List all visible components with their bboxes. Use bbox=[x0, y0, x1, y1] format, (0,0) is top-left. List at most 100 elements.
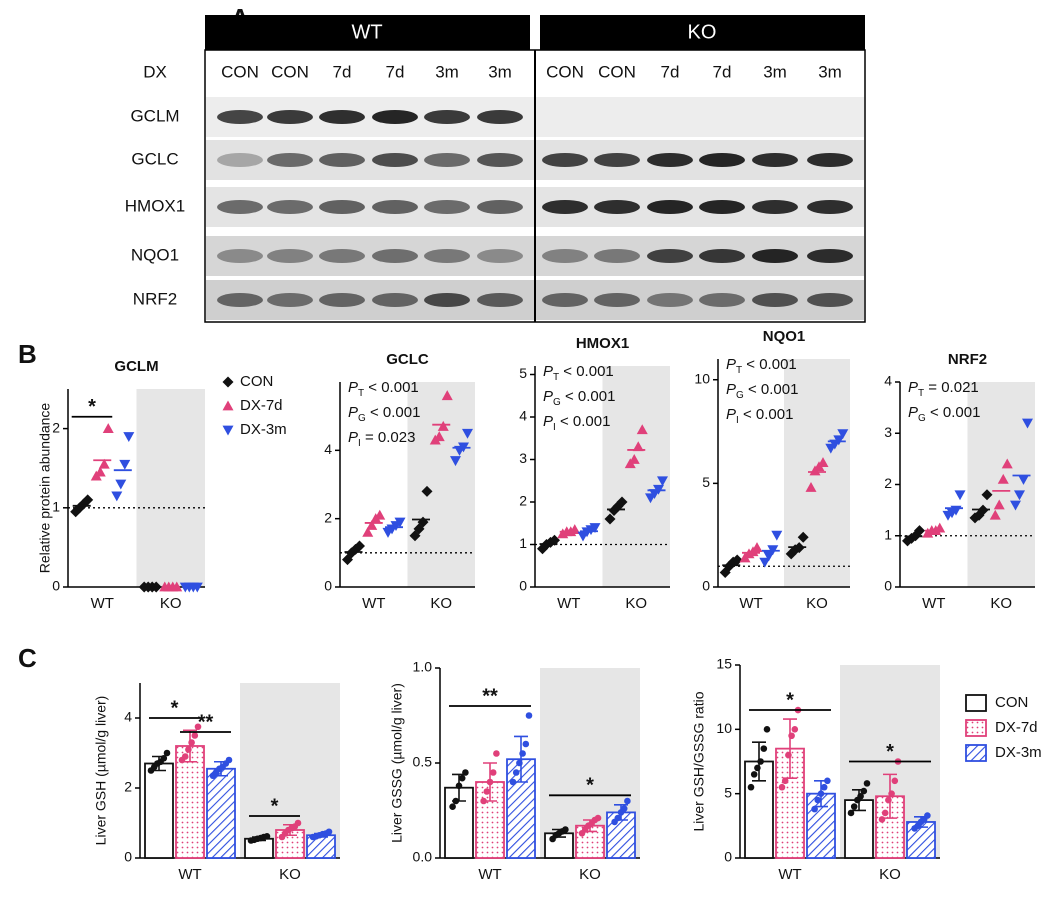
data-point bbox=[483, 788, 491, 795]
stat-subscript: T bbox=[358, 388, 364, 399]
data-point bbox=[885, 796, 892, 804]
stat-label: PT = 0.021 bbox=[908, 379, 979, 399]
band bbox=[267, 249, 313, 263]
legend-label: DX-7d bbox=[240, 397, 283, 414]
stat-text: < 0.001 bbox=[926, 404, 981, 421]
band bbox=[424, 293, 470, 307]
data-point bbox=[362, 526, 374, 537]
data-point bbox=[452, 797, 460, 805]
data-point bbox=[263, 833, 271, 840]
x-tick-label: WT bbox=[478, 866, 501, 883]
data-point bbox=[594, 814, 602, 822]
data-point bbox=[1022, 418, 1033, 429]
legend-swatch bbox=[965, 694, 987, 712]
stat-symbol: P bbox=[726, 406, 736, 423]
significance-label: * bbox=[886, 741, 894, 763]
data-point bbox=[516, 759, 523, 767]
stat-text: < 0.001 bbox=[739, 406, 794, 423]
data-point bbox=[562, 826, 569, 833]
data-point bbox=[914, 525, 925, 537]
data-point bbox=[325, 828, 333, 836]
chart-title: GCLM bbox=[114, 358, 158, 375]
shaded-region bbox=[967, 382, 1035, 587]
y-tick-label: 4 bbox=[884, 373, 892, 389]
data-point bbox=[624, 797, 631, 805]
stat-symbol: P bbox=[726, 356, 736, 373]
lane-label: CON bbox=[546, 62, 584, 81]
band bbox=[372, 153, 418, 167]
data-point bbox=[797, 531, 809, 543]
stat-symbol: P bbox=[348, 404, 358, 421]
band bbox=[542, 200, 588, 214]
data-point bbox=[993, 499, 1005, 510]
data-point bbox=[747, 783, 755, 791]
lane-label: 7d bbox=[386, 62, 405, 81]
data-point bbox=[589, 523, 601, 533]
significance-label: * bbox=[88, 396, 96, 418]
data-point bbox=[111, 491, 123, 502]
data-point bbox=[437, 420, 449, 431]
legend-label: CON bbox=[995, 694, 1028, 711]
stat-label: PG < 0.001 bbox=[348, 404, 420, 424]
y-axis-label: Liver GSH (µmol/g liver) bbox=[93, 696, 109, 846]
stat-symbol: P bbox=[348, 379, 358, 396]
stat-symbol: P bbox=[543, 413, 553, 430]
data-point bbox=[616, 496, 628, 508]
band bbox=[217, 153, 263, 167]
band bbox=[319, 200, 365, 214]
band bbox=[699, 293, 745, 307]
band bbox=[477, 293, 523, 307]
data-point bbox=[805, 482, 817, 492]
x-tick-label: KO bbox=[879, 866, 901, 883]
significance-label: ** bbox=[198, 711, 214, 733]
data-point bbox=[811, 805, 818, 813]
x-tick-label: WT bbox=[922, 595, 945, 612]
band bbox=[542, 153, 588, 167]
data-point bbox=[185, 746, 192, 753]
data-point bbox=[194, 723, 202, 731]
band bbox=[807, 153, 853, 167]
lane-label: 3m bbox=[763, 62, 787, 81]
x-tick-label: WT bbox=[778, 866, 801, 883]
data-point bbox=[757, 758, 764, 765]
protein-label: HMOX1 bbox=[125, 196, 185, 215]
stat-label: PI < 0.001 bbox=[543, 413, 610, 433]
y-tick-label: 0 bbox=[52, 578, 60, 594]
stat-subscript: I bbox=[358, 438, 361, 449]
band bbox=[372, 249, 418, 263]
band bbox=[424, 249, 470, 263]
blot-row bbox=[206, 236, 534, 276]
stat-symbol: P bbox=[543, 388, 553, 405]
error-bar bbox=[183, 729, 197, 763]
y-tick-label: 2 bbox=[519, 493, 527, 509]
legend-label: DX-3m bbox=[995, 744, 1042, 761]
band bbox=[477, 153, 523, 167]
y-axis-label: Relative protein abundance bbox=[37, 403, 53, 574]
band bbox=[647, 249, 693, 263]
data-point bbox=[458, 774, 466, 782]
band bbox=[267, 110, 313, 124]
data-point bbox=[441, 390, 453, 401]
data-point bbox=[824, 777, 831, 785]
lane-label: 7d bbox=[333, 62, 352, 81]
data-point bbox=[462, 428, 473, 439]
data-point bbox=[366, 520, 378, 530]
x-tick-label: KO bbox=[279, 866, 301, 883]
bar bbox=[175, 745, 205, 859]
error-bar bbox=[514, 735, 528, 783]
chart-title: GCLC bbox=[386, 351, 429, 368]
group-label: WT bbox=[351, 21, 382, 43]
lane-label: CON bbox=[271, 62, 309, 81]
data-point bbox=[102, 423, 114, 433]
y-tick-label: 1.0 bbox=[413, 659, 433, 675]
stat-symbol: P bbox=[908, 404, 918, 421]
legend-swatch bbox=[965, 719, 987, 737]
band bbox=[372, 110, 418, 124]
data-point bbox=[771, 530, 783, 541]
band bbox=[477, 249, 523, 263]
treatment-label: DX bbox=[143, 62, 167, 81]
data-point bbox=[549, 534, 560, 546]
western-blot: WT KO DX CON CON 7d 7d 3m 3m CON CON 7d 7d 3m 3m GCL… bbox=[125, 15, 866, 323]
y-tick-label: 1 bbox=[519, 535, 527, 551]
stat-label: PI = 0.023 bbox=[348, 429, 415, 449]
